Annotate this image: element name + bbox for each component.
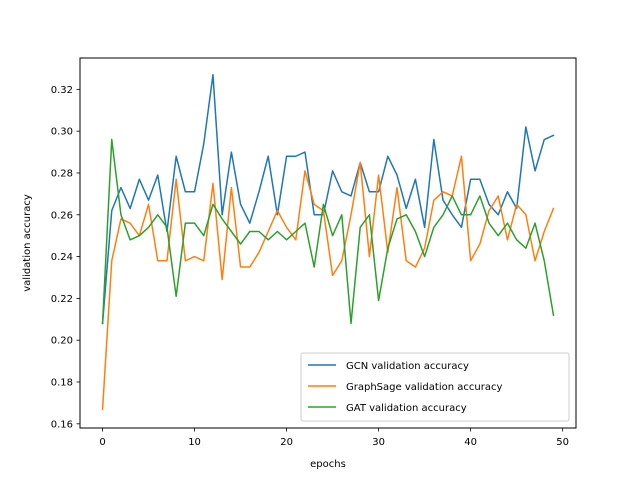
y-tick-label: 0.28 [51,168,73,179]
legend: GCN validation accuracy GraphSage valida… [300,352,570,422]
y-tick-label: 0.20 [51,336,73,347]
x-axis-ticks: 0 10 20 30 40 50 [99,428,569,448]
y-tick-label: 0.24 [51,252,73,263]
series-line-gat [101,138,555,325]
legend-label-gat: GAT validation accuracy [346,403,467,414]
plot-frame [79,57,577,429]
x-tick-label: 10 [188,437,201,448]
y-tick-label: 0.22 [51,294,73,305]
x-tick-label: 50 [556,437,569,448]
legend-label-gcn: GCN validation accuracy [346,361,469,372]
y-axis-title: validation accuracy [22,194,33,292]
x-tick-label: 40 [464,437,477,448]
series-layer [101,73,555,410]
y-tick-label: 0.32 [51,85,73,96]
y-tick-label: 0.26 [51,210,73,221]
y-axis-ticks: 0.16 0.18 0.20 0.22 0.24 0.26 0.28 0.30 0.32 [51,85,80,430]
series-line-gcn [101,73,555,325]
y-tick-label: 0.30 [51,127,73,138]
legend-label-graphsage: GraphSage validation accuracy [346,382,502,393]
x-tick-label: 20 [280,437,293,448]
x-axis-title: epochs [310,459,346,470]
y-tick-label: 0.18 [51,378,73,389]
legend-box [300,352,570,422]
x-tick-label: 30 [372,437,385,448]
x-tick-label: 0 [99,437,105,448]
y-tick-label: 0.16 [51,419,73,430]
series-line-graphsage [101,155,555,410]
